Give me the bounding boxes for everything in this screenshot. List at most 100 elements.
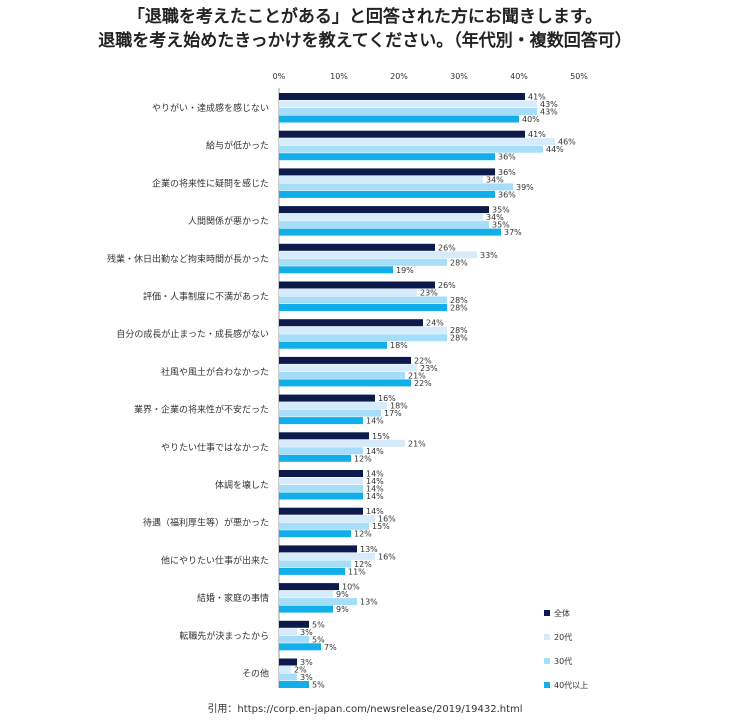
data-label: 28% (450, 334, 468, 343)
legend-swatch (544, 634, 550, 640)
bar (279, 206, 489, 214)
category-label: 待遇（福利厚生等）が悪かった (143, 517, 269, 529)
bar-chart: 0% 10% 20% 30% 40% 50%やりがい・達成感を感じない41%43%43%4… (107, 72, 588, 690)
category-label: 社風や風土が合わなかった (161, 366, 269, 378)
data-label: 13% (360, 598, 378, 607)
bar (279, 228, 501, 236)
bar (279, 515, 375, 523)
category-label: 体調を壊した (215, 479, 269, 491)
data-label: 11% (348, 567, 366, 576)
bar (279, 243, 435, 251)
data-label: 14% (366, 477, 384, 486)
bar (279, 681, 309, 688)
bar (279, 673, 297, 681)
category-label: やりたい仕事ではなかった (161, 441, 269, 453)
category-label: 他にやりたい仕事が出来た (161, 554, 269, 566)
bar (279, 454, 351, 462)
bar (279, 266, 393, 274)
data-label: 14% (366, 485, 384, 494)
data-label: 13% (360, 545, 378, 554)
bar (279, 100, 537, 108)
bar (279, 507, 363, 515)
bar (279, 605, 333, 613)
bar (279, 643, 321, 651)
data-label: 12% (354, 454, 372, 463)
data-label: 19% (396, 266, 414, 275)
x-tick-label: 10% (330, 72, 348, 81)
data-label: 12% (354, 560, 372, 569)
bar (279, 145, 543, 153)
bar (279, 567, 345, 575)
data-label: 24% (426, 319, 444, 328)
data-label: 34% (486, 213, 504, 222)
x-tick-label: 20% (390, 72, 408, 81)
bar (279, 620, 309, 628)
data-label: 44% (546, 145, 564, 154)
bar (279, 258, 447, 266)
bar (279, 221, 489, 229)
bar (279, 409, 381, 417)
data-label: 21% (408, 371, 426, 380)
bar (279, 93, 525, 100)
data-label: 35% (492, 206, 510, 215)
data-label: 40% (522, 115, 540, 124)
bar (279, 115, 519, 123)
data-label: 14% (366, 470, 384, 479)
data-label: 23% (420, 289, 438, 298)
data-label: 28% (450, 296, 468, 305)
bar (279, 153, 495, 161)
data-label: 2% (294, 666, 307, 675)
data-label: 3% (300, 628, 313, 637)
legend-label: 40代以上 (554, 680, 588, 690)
data-label: 41% (528, 93, 546, 102)
category-label: その他 (242, 668, 269, 680)
bar (279, 583, 339, 591)
x-tick-label: 40% (510, 72, 528, 81)
bar (279, 326, 447, 334)
data-label: 28% (450, 258, 468, 267)
data-label: 36% (498, 153, 516, 162)
bar (279, 364, 417, 372)
legend-swatch (544, 610, 550, 616)
data-label: 35% (492, 221, 510, 230)
category-label: 自分の成長が止まった・成長感がない (116, 328, 269, 340)
bar (279, 108, 537, 115)
bar (279, 477, 363, 485)
data-label: 26% (438, 281, 456, 290)
bar (279, 213, 483, 221)
bar (279, 356, 411, 364)
bar (279, 470, 363, 477)
data-label: 37% (504, 228, 522, 237)
data-label: 16% (378, 552, 396, 561)
bar (279, 485, 363, 492)
x-tick-label: 50% (570, 72, 588, 81)
bar (279, 168, 495, 176)
category-label: 結婚・家庭の事情 (197, 592, 269, 604)
data-label: 14% (366, 417, 384, 426)
data-label: 10% (342, 583, 360, 592)
data-label: 28% (450, 326, 468, 335)
bar (279, 281, 435, 289)
data-label: 36% (498, 190, 516, 199)
bar (279, 319, 423, 327)
category-label: 残業・休日出勤など拘束時間が長かった (107, 253, 269, 265)
data-label: 34% (486, 175, 504, 184)
bar (279, 658, 297, 666)
bar (279, 552, 375, 560)
data-label: 41% (528, 130, 546, 139)
data-label: 18% (390, 402, 408, 411)
data-label: 3% (300, 673, 313, 682)
data-label: 14% (366, 492, 384, 501)
data-label: 5% (312, 681, 325, 690)
bar (279, 371, 405, 379)
data-label: 15% (372, 522, 390, 531)
data-label: 23% (420, 364, 438, 373)
bar (279, 190, 495, 198)
data-label: 15% (372, 432, 390, 441)
bar (279, 628, 297, 636)
legend-label: 30代 (554, 656, 572, 666)
legend-swatch (544, 682, 550, 688)
bar (279, 175, 483, 183)
bar (279, 334, 447, 342)
bar (279, 522, 369, 530)
